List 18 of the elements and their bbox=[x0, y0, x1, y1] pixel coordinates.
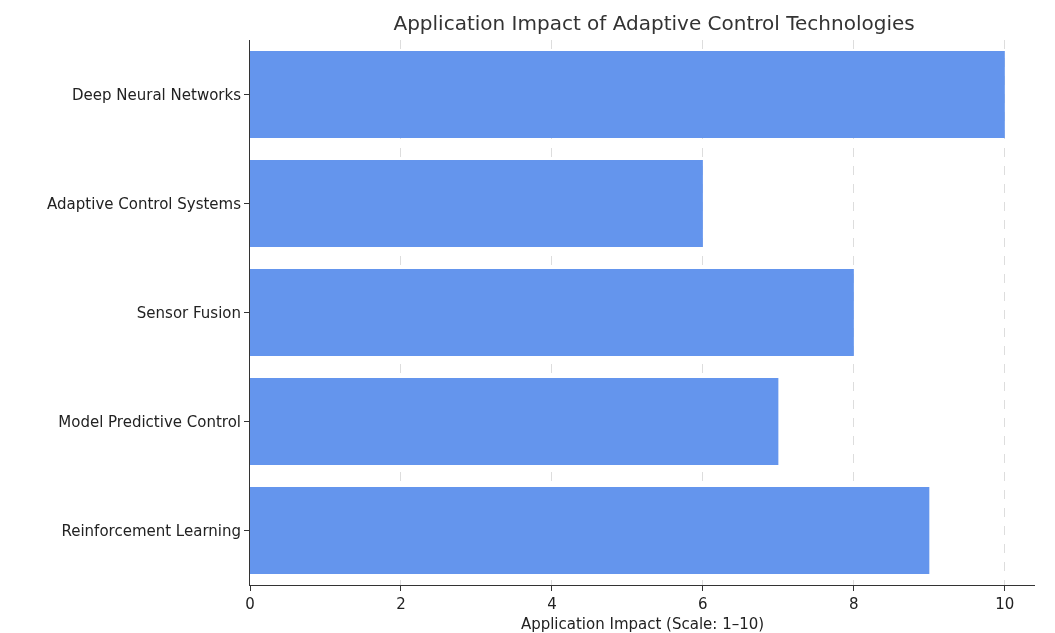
x-tick-label: 4 bbox=[547, 595, 557, 613]
x-tick-label: 2 bbox=[396, 595, 406, 613]
bar bbox=[250, 159, 703, 248]
bar bbox=[250, 486, 930, 575]
bar bbox=[250, 377, 779, 466]
bar bbox=[250, 268, 854, 357]
x-tick-label: 6 bbox=[698, 595, 708, 613]
y-tick-label: Adaptive Control Systems bbox=[47, 194, 242, 213]
y-tick-label: Deep Neural Networks bbox=[72, 85, 242, 104]
x-tick-label: 10 bbox=[995, 595, 1015, 613]
x-axis-title: Application Impact (Scale: 1–10) bbox=[520, 615, 765, 633]
bar bbox=[250, 50, 1005, 139]
y-tick-label: Sensor Fusion bbox=[136, 303, 241, 322]
x-tick-label: 8 bbox=[849, 595, 859, 613]
y-tick-label: Model Predictive Control bbox=[58, 412, 241, 431]
chart-title: Application Impact of Adaptive Control Technologies bbox=[393, 10, 915, 35]
y-tick-label: Reinforcement Learning bbox=[61, 521, 241, 540]
x-tick-label: 0 bbox=[245, 595, 255, 613]
